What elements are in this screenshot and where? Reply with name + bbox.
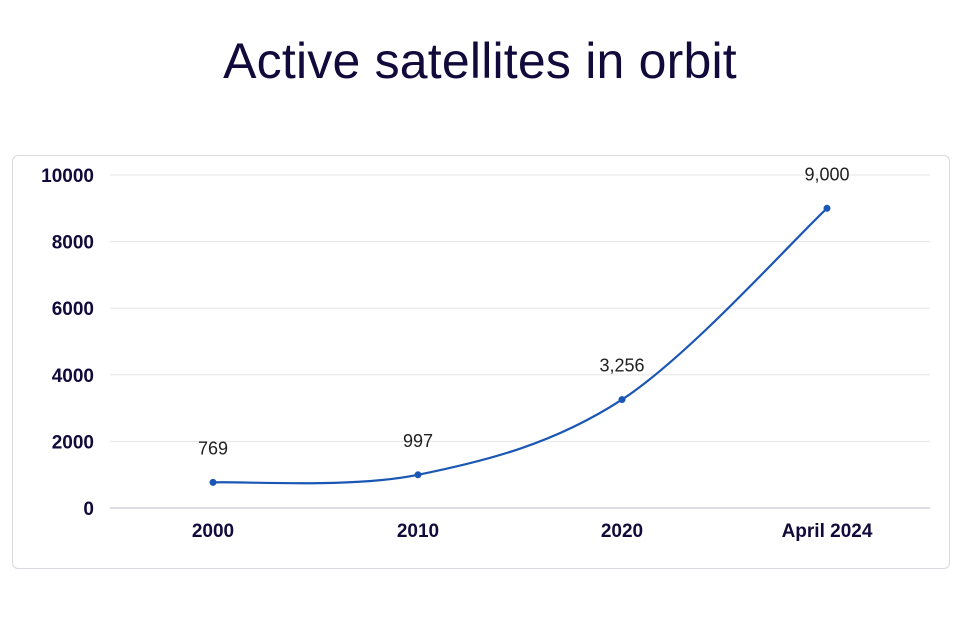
y-tick-label: 8000 xyxy=(52,233,94,254)
y-tick-label: 10000 xyxy=(41,166,94,187)
chart-title: Active satellites in orbit xyxy=(223,33,737,89)
y-tick-label: 2000 xyxy=(52,432,94,453)
x-axis-ticks: 2000 2010 2020 April 2024 xyxy=(192,521,873,542)
y-axis-ticks: 0 2000 4000 6000 8000 10000 xyxy=(41,166,94,520)
data-point xyxy=(618,396,626,404)
data-point xyxy=(823,204,831,212)
data-label: 769 xyxy=(198,438,228,458)
chart-card xyxy=(12,155,950,569)
y-tick-label: 6000 xyxy=(52,299,94,320)
series-line xyxy=(212,207,828,485)
x-tick-label: 2000 xyxy=(192,521,234,542)
data-point xyxy=(414,471,422,479)
data-point xyxy=(209,478,217,486)
data-label: 9,000 xyxy=(804,164,849,184)
x-tick-label: 2010 xyxy=(397,521,439,542)
data-labels: 769 997 3,256 9,000 xyxy=(198,164,850,458)
data-label: 997 xyxy=(403,431,433,451)
y-tick-label: 0 xyxy=(83,499,94,520)
y-tick-label: 4000 xyxy=(52,366,94,387)
x-tick-label: 2020 xyxy=(601,521,643,542)
x-tick-label: April 2024 xyxy=(782,521,873,542)
data-points xyxy=(209,204,831,486)
data-label: 3,256 xyxy=(599,356,644,376)
grid-lines xyxy=(110,174,930,509)
